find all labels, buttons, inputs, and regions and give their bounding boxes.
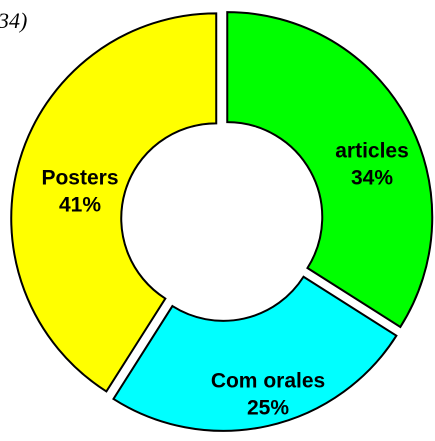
donut-slice (226, 11, 434, 329)
slice-value-label: 41% (59, 194, 101, 217)
chart-title: 34) (0, 8, 27, 33)
slice-value-label: 25% (247, 397, 289, 420)
slice-name: Com orales (211, 370, 325, 393)
donut-slice (112, 275, 398, 432)
slice-name: articles (335, 140, 409, 163)
donut-slice (10, 12, 218, 393)
slice-name: Posters (41, 167, 118, 190)
slice-value-label: 34% (351, 167, 393, 190)
